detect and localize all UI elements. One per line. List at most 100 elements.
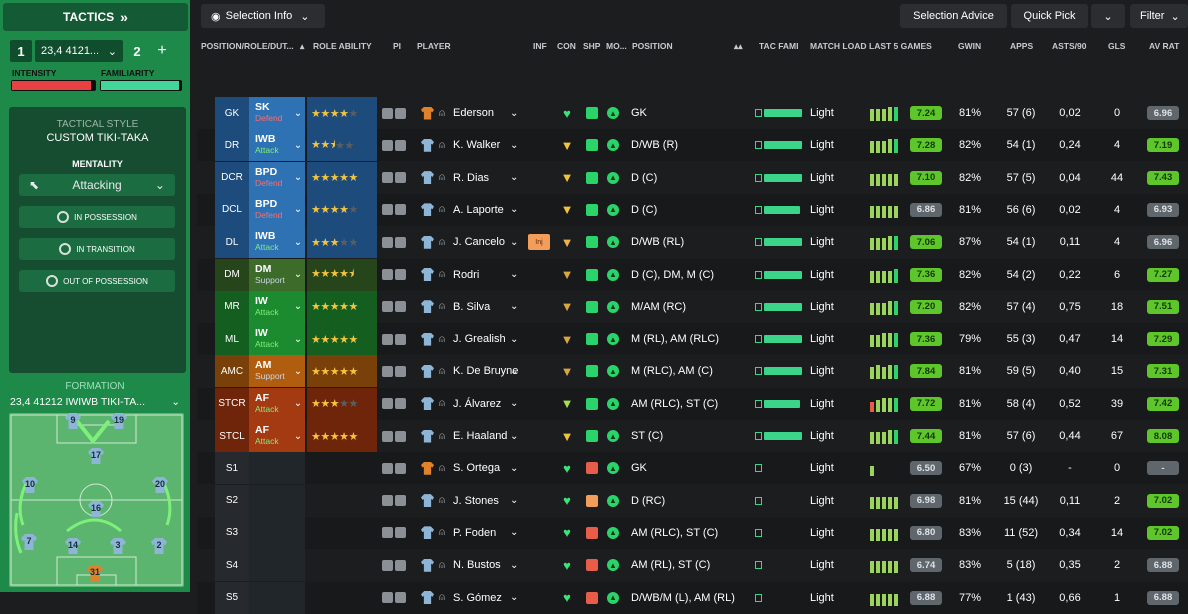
player-name[interactable]: R. Dias <box>453 171 490 184</box>
sort-asc-icon[interactable]: ▴▴ <box>734 41 743 51</box>
player-instructions-icon[interactable] <box>382 323 408 355</box>
in-possession-button[interactable]: IN POSSESSION <box>19 206 175 228</box>
pitch-player[interactable]: 16 <box>88 501 104 517</box>
filter-button[interactable]: Filter ⌄ <box>1130 4 1188 28</box>
chevron-down-icon[interactable]: ⌄ <box>291 323 305 356</box>
chevron-down-icon[interactable]: ⌄ <box>291 97 305 129</box>
pitch-player[interactable]: 19 <box>111 413 127 429</box>
player-name[interactable]: A. Laporte <box>453 203 504 216</box>
player-instructions-icon[interactable] <box>382 582 408 614</box>
player-name[interactable]: S. Ortega <box>453 462 501 475</box>
col-con[interactable]: CON <box>557 41 576 51</box>
chevron-down-icon[interactable]: ⌄ <box>510 592 519 603</box>
table-row[interactable]: S1 ⍝ S. Ortega ⌄ ♥ ▲ GK Light 6.50 67% 0 (3) - 0 - <box>197 452 1188 485</box>
chevron-down-icon[interactable]: ⌄ <box>510 365 519 377</box>
chevron-down-icon[interactable]: ⌄ <box>291 258 305 291</box>
chevron-down-icon[interactable]: ⌄ <box>510 527 519 539</box>
mentality-select[interactable]: ⬉ Attacking ⌄ <box>19 174 175 196</box>
col-position-role[interactable]: POSITION/ROLE/DUT... <box>201 41 294 51</box>
table-row[interactable]: DR IWB Attack ⌄ ★★⯨ ★★ ⍝ K. Walker ⌄ ▼ ▲ D/WB (R) Li… <box>197 129 1188 162</box>
formation-select[interactable]: 23,4 41212 IWIWB TIKI-TA... ⌄ <box>10 396 180 408</box>
chevron-down-icon[interactable]: ⌄ <box>510 398 519 410</box>
table-row[interactable]: MR IW Attack ⌄ ★★★★★ ⍝ B. Silva ⌄ ▼ ▲ M/AM (RC) Lig… <box>197 290 1188 323</box>
player-instructions-icon[interactable] <box>382 420 408 452</box>
chevron-down-icon[interactable]: ⌄ <box>510 462 519 474</box>
player-instructions-icon[interactable] <box>382 291 408 323</box>
pitch-player[interactable]: 10 <box>22 477 38 493</box>
pitch-goalkeeper[interactable]: 31 <box>87 565 103 581</box>
add-tactic-icon[interactable]: + <box>157 42 167 59</box>
table-row[interactable]: S2 ⍝ J. Stones ⌄ ♥ ▲ D (RC) Light 6.98 81% 15 (44)… <box>197 484 1188 517</box>
chevron-down-icon[interactable]: ⌄ <box>291 129 305 162</box>
chevron-down-icon[interactable]: ⌄ <box>510 236 519 248</box>
chevron-down-icon[interactable]: ⌄ <box>291 193 305 226</box>
table-row[interactable]: AMC AM Support ⌄ ★★★★★ ⍝ K. De Bruyne ⌄ ▼ ▲ M (RLC… <box>197 355 1188 388</box>
col-pi[interactable]: PI <box>393 41 402 51</box>
table-row[interactable]: STCL AF Attack ⌄ ★★★★★ ⍝ E. Haaland ⌄ ▼ ▲ ST (C) Li… <box>197 420 1188 452</box>
col-last5[interactable]: LAST 5 GAMES <box>869 41 932 51</box>
player-name[interactable]: N. Bustos <box>453 559 501 572</box>
chevron-down-icon[interactable]: ⌄ <box>291 226 305 259</box>
tactic-select[interactable]: 23,4 4121... ⌄ <box>35 40 123 62</box>
player-instructions-icon[interactable] <box>382 129 408 161</box>
pitch-player[interactable]: 9 <box>65 413 81 429</box>
tactic-slot-2[interactable]: 2 <box>126 40 148 62</box>
pitch-player[interactable]: 17 <box>88 448 104 464</box>
quick-pick-button[interactable]: Quick Pick <box>1011 4 1088 28</box>
player-name[interactable]: J. Cancelo <box>453 236 505 249</box>
col-asts[interactable]: ASTS/90 <box>1052 41 1087 51</box>
player-instructions-icon[interactable] <box>382 162 408 194</box>
player-instructions-icon[interactable] <box>382 452 408 484</box>
player-name[interactable]: Ederson <box>453 107 494 119</box>
col-apps[interactable]: APPS <box>1010 41 1034 51</box>
formation-pitch[interactable]: 9 19 17 10 20 16 7 14 3 2 31 <box>9 413 184 587</box>
col-gwin[interactable]: GWIN <box>958 41 982 51</box>
table-row[interactable]: DL IWB Attack ⌄ ★★★ ★★ ⍝ J. Cancelo ⌄ Inj ▼ ▲ D/WB (… <box>197 226 1188 259</box>
table-row[interactable]: DM DM Support ⌄ ★★★★⯨ ⍝ Rodri ⌄ ▼ ▲ D (C), DM, M (… <box>197 258 1188 291</box>
chevron-down-icon[interactable]: ⌄ <box>291 355 305 388</box>
player-instructions-icon[interactable] <box>382 97 408 129</box>
chevron-down-icon[interactable]: ⌄ <box>510 107 519 119</box>
player-instructions-icon[interactable] <box>382 194 408 226</box>
player-name[interactable]: S. Gómez <box>453 591 502 604</box>
chevron-down-icon[interactable]: ⌄ <box>510 139 519 151</box>
col-pos[interactable]: POSITION <box>632 41 673 51</box>
col-role-ability[interactable]: ROLE ABILITY <box>313 41 372 51</box>
chevron-down-icon[interactable]: ⌄ <box>291 161 305 194</box>
selection-info-button[interactable]: ◉ Selection Info ⌄ <box>201 4 325 28</box>
player-instructions-icon[interactable] <box>382 549 408 581</box>
player-instructions-icon[interactable] <box>382 388 408 420</box>
col-av-rat[interactable]: AV RAT <box>1149 41 1180 51</box>
player-instructions-icon[interactable] <box>382 226 408 258</box>
chevron-down-icon[interactable]: ⌄ <box>291 420 305 452</box>
chevron-down-icon[interactable]: ⌄ <box>510 301 519 313</box>
player-name[interactable]: J. Álvarez <box>453 397 502 410</box>
player-instructions-icon[interactable] <box>382 355 408 387</box>
selection-advice-button[interactable]: Selection Advice <box>900 4 1007 28</box>
tactic-slot-1[interactable]: 1 <box>10 40 32 62</box>
pitch-player[interactable]: 2 <box>151 538 167 554</box>
table-row[interactable]: ML IW Attack ⌄ ★★★★★ ⍝ J. Grealish ⌄ ▼ ▲ M (RL), A… <box>197 323 1188 356</box>
col-shp[interactable]: SHP <box>583 41 601 51</box>
player-name[interactable]: B. Silva <box>453 300 491 313</box>
tactical-style-value[interactable]: CUSTOM TIKI-TAKA <box>46 132 149 144</box>
col-tac-fami[interactable]: TAC FAMI <box>759 41 799 51</box>
player-name[interactable]: J. Grealish <box>453 333 506 346</box>
table-row[interactable]: DCR BPD Defend ⌄ ★★★★★ ⍝ R. Dias ⌄ ▼ ▲ D (C) Light 7… <box>197 161 1188 194</box>
col-player[interactable]: PLAYER <box>417 41 451 51</box>
table-row[interactable]: S5 ⍝ S. Gómez ⌄ ♥ ▲ D/WB/M (L), AM (RL) Light 6.… <box>197 581 1188 614</box>
table-row[interactable]: S3 ⍝ P. Foden ⌄ ♥ ▲ AM (RLC), ST (C) Light 6.80 8… <box>197 516 1188 549</box>
chevron-down-icon[interactable]: ⌄ <box>510 204 519 216</box>
chevron-down-icon[interactable]: ⌄ <box>510 172 519 184</box>
pitch-player[interactable]: 14 <box>65 538 81 554</box>
player-name[interactable]: J. Stones <box>453 494 499 507</box>
chevron-down-icon[interactable]: ⌄ <box>510 333 519 345</box>
tactics-header[interactable]: TACTICS » <box>3 3 188 31</box>
player-instructions-icon[interactable] <box>382 517 408 549</box>
col-inf[interactable]: INF <box>533 41 547 51</box>
chevron-down-icon[interactable]: ⌄ <box>291 387 305 420</box>
in-transition-button[interactable]: IN TRANSITION <box>19 238 175 260</box>
injury-badge[interactable]: Inj <box>528 234 550 251</box>
player-instructions-icon[interactable] <box>382 485 408 517</box>
pitch-player[interactable]: 3 <box>110 538 126 554</box>
